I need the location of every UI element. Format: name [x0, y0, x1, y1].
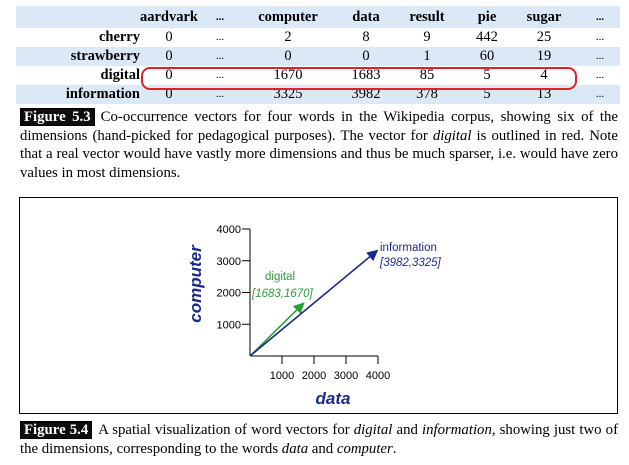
vector-name-digital: digital — [265, 271, 295, 283]
row-label-information: information — [65, 86, 140, 102]
row-label-strawberry: strawberry — [70, 48, 140, 64]
cooccurrence-table: aardvark... computer data result pie sugar...… — [16, 6, 620, 104]
table-cell: 2 — [284, 29, 292, 45]
row-label-digital: digital — [100, 67, 140, 83]
column-header: ... — [215, 11, 225, 23]
table-cell: 8 — [362, 29, 370, 45]
vector-coord-label-information: [3982,3325] — [379, 257, 442, 269]
table-cell: 0 — [284, 48, 292, 64]
y-tick-label: 2000 — [217, 288, 241, 300]
x-tick-label: 2000 — [302, 370, 326, 382]
table-cell: 0 — [165, 48, 173, 64]
table-cell: 3325 — [273, 86, 303, 102]
column-header: sugar — [526, 9, 562, 25]
x-tick-label: 1000 — [270, 370, 294, 382]
vector-information — [249, 249, 379, 357]
table-cell: 378 — [416, 86, 438, 102]
table-cell: ... — [215, 50, 225, 62]
caption-54-text-5: . — [392, 440, 397, 457]
caption-54-em-digital: digital — [353, 422, 393, 438]
caption-54-text-3: , showing just two of the dimensions, co… — [20, 422, 619, 457]
table-cell: 5 — [483, 86, 491, 102]
x-tick-label: 4000 — [366, 370, 390, 382]
caption-54-em-computer: computer — [336, 440, 393, 457]
digital-row-outline — [141, 67, 577, 90]
table-cell: 9 — [423, 29, 431, 45]
x-axis-label: data — [316, 389, 351, 408]
table-cell: ... — [595, 31, 605, 43]
vector-digital — [249, 302, 305, 357]
table-cell: 19 — [536, 48, 552, 64]
column-header: data — [352, 9, 380, 25]
table-cell: ... — [215, 69, 225, 81]
table-cell: 1670 — [273, 67, 303, 83]
column-header: aardvark — [140, 9, 198, 25]
table-cell: 0 — [165, 67, 173, 83]
column-header: result — [409, 9, 445, 25]
caption-54-text-4: and — [308, 440, 337, 457]
table-cell: 0 — [165, 29, 173, 45]
vector-plot: 1000 2000 3000 4000 1000 2000 3000 4000 data comp… — [186, 224, 442, 408]
table-cell: ... — [595, 88, 605, 100]
caption-54-text-2: and — [392, 422, 422, 438]
table-cell: 0 — [165, 86, 173, 102]
table-cell: ... — [595, 69, 605, 81]
table-header-band — [16, 6, 620, 28]
row-label-cherry: cherry — [98, 29, 140, 45]
table-cell: 85 — [419, 67, 435, 83]
y-tick-label: 3000 — [217, 256, 241, 268]
caption-53-text-2: is outlined in red. Note that a real vec… — [20, 127, 618, 181]
figure-5-4-label: Figure 5.4 — [20, 421, 93, 439]
table-cell: 25 — [536, 29, 552, 45]
table-cell: ... — [215, 88, 225, 100]
table-cell: ... — [595, 50, 605, 62]
y-axis-label: computer — [186, 244, 205, 323]
figure-5-4-box: 1000 2000 3000 4000 1000 2000 3000 4000 data comp… — [19, 197, 618, 414]
table-cell: 5 — [483, 67, 491, 83]
row-band-strawberry — [16, 47, 620, 66]
table-cell: 4 — [540, 67, 548, 83]
table-cell: 60 — [479, 48, 495, 64]
figure-5-4-caption: Figure 5.4 A spatial visualization of wor… — [20, 421, 618, 458]
vector-name-information: information — [380, 242, 437, 254]
table-cell: 442 — [476, 29, 498, 45]
figure-5-3-caption: Figure 5.3 Co-occurrence vectors for four… — [20, 108, 618, 182]
vector-coord-label-digital: [1683,1670] — [251, 288, 314, 300]
table-cell: 1 — [423, 48, 431, 64]
caption-54-em-data: data — [281, 440, 309, 457]
column-header: computer — [258, 9, 318, 25]
table-cell: 3982 — [351, 86, 381, 102]
caption-54-em-information: information — [421, 422, 492, 438]
caption-53-em-digital: digital — [432, 127, 472, 144]
column-header: ... — [595, 11, 605, 23]
column-header: pie — [477, 9, 497, 25]
caption-53-text-1: Co-occurrence vectors for four words in … — [20, 109, 618, 144]
caption-54-text-1: A spatial visualization of word vectors … — [98, 422, 354, 438]
table-cell: 13 — [536, 86, 552, 102]
table-cell: 1683 — [351, 67, 381, 83]
x-tick-label: 3000 — [334, 370, 358, 382]
table-cell: 0 — [362, 48, 370, 64]
figure-5-3-label: Figure 5.3 — [20, 108, 95, 126]
table-cell: ... — [215, 31, 225, 43]
y-tick-label: 1000 — [217, 319, 241, 331]
y-tick-label: 4000 — [217, 224, 241, 236]
